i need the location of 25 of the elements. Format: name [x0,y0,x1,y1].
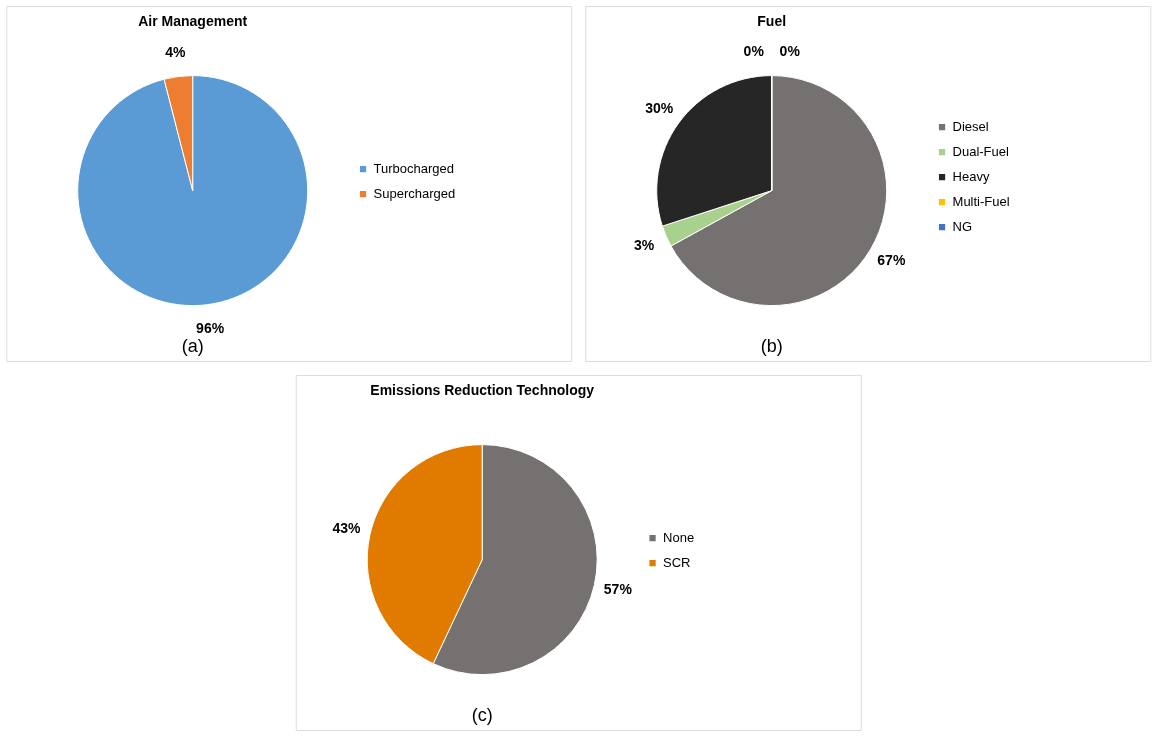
text: (a) [181,336,204,356]
text: 0% [743,42,764,59]
data-label: 67% [877,252,906,269]
data-label: 30% [645,99,674,116]
legend-label: Dual-Fuel [952,144,1010,160]
chart-title: Fuel [757,13,787,29]
legend-label: Diesel [952,119,989,135]
legend-label: SCR [663,555,691,571]
data-label: 43% [332,520,362,537]
chart-title: Emissions Reduction Technology [370,382,595,398]
data-label: 57% [603,580,633,597]
text: (b) [760,336,783,356]
data-label: 3% [634,236,655,253]
legend-label: Supercharged [373,186,456,202]
text: (c) [471,705,493,725]
data-label: 4% [165,43,186,60]
pie-slice [77,75,309,306]
legend-label: NG [952,219,973,235]
text: 0% [779,42,800,59]
legend-label: Turbocharged [373,161,455,177]
legend-label: Heavy [952,169,990,185]
legend-label: Multi-Fuel [952,194,1010,210]
legend-label: None [663,530,695,546]
data-label: 96% [196,319,225,336]
chart-title: Air Management [138,13,248,29]
